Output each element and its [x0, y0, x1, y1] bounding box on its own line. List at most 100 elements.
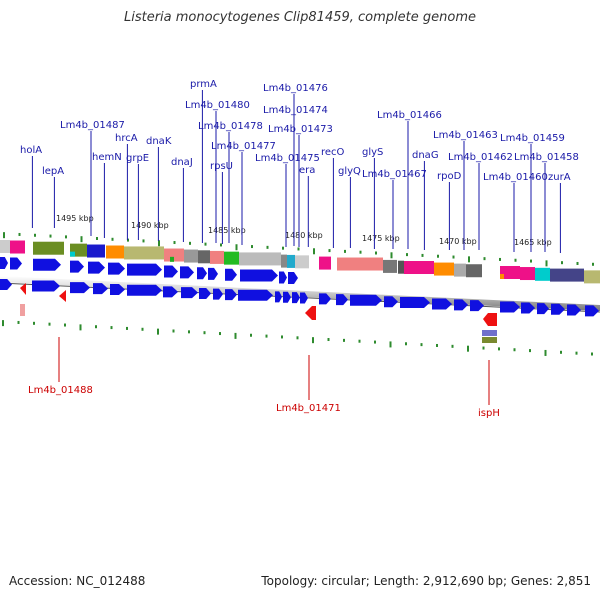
tick-mark: [452, 255, 455, 259]
tick-mark: [576, 261, 579, 265]
tick-mark: [33, 321, 35, 325]
feature-stripe: [170, 256, 174, 262]
tick-mark: [96, 236, 98, 240]
feature-block: [164, 248, 184, 262]
tick-mark: [468, 256, 470, 263]
gene-arrow: [454, 299, 468, 311]
gene-label-lm4b-01476: Lm4b_01476: [263, 83, 328, 94]
tick-mark: [499, 257, 501, 261]
feature-block: [584, 270, 600, 284]
feature-block: [184, 249, 198, 263]
gene-label-lm4b-01487: Lm4b_01487: [60, 120, 125, 131]
feature-block: [198, 250, 210, 264]
gene-label-lm4b-01474: Lm4b_01474: [263, 105, 328, 116]
gene-arrow: [292, 292, 300, 304]
feature-block: [287, 254, 295, 268]
rna-marker-4: [483, 313, 497, 326]
gene-label-lm4b-01458: Lm4b_01458: [514, 152, 579, 163]
tick-mark: [344, 249, 346, 253]
tick-mark: [313, 248, 315, 255]
gene-label-lm4b-01459: Lm4b_01459: [500, 133, 565, 144]
gene-arrow: [537, 303, 549, 315]
gene-label-hrca: hrcA: [115, 133, 138, 144]
tick-mark: [437, 254, 439, 258]
gene-label-rpod: rpoD: [437, 171, 462, 182]
gene-label-glys: glyS: [362, 147, 383, 158]
rna-marker-3: [305, 306, 316, 320]
gene-label-lm4b-01471: Lm4b_01471: [276, 403, 341, 414]
gene-label-lm4b-01480: Lm4b_01480: [185, 100, 250, 111]
feature-block: [239, 252, 281, 266]
feature-block: [398, 260, 404, 274]
feature-block: [337, 257, 383, 271]
tick-mark: [421, 253, 424, 257]
feature-block: [319, 256, 331, 270]
feature-block: [0, 240, 10, 253]
gene-label-dnaj: dnaJ: [171, 157, 193, 168]
tick-mark: [561, 261, 563, 265]
tick-mark: [420, 343, 423, 347]
tick-mark: [296, 336, 299, 340]
gene-arrow: [279, 271, 287, 284]
feature-stripe: [500, 274, 504, 279]
gene-arrow: [88, 261, 105, 274]
feature-block: [550, 268, 584, 282]
gene-arrow: [70, 260, 84, 273]
feature-block: [466, 264, 482, 278]
tick-mark: [142, 239, 145, 243]
tick-mark: [65, 235, 67, 239]
tick-mark: [343, 338, 345, 342]
scale-label-1465: 1465 kbp: [514, 238, 552, 247]
tick-mark: [405, 342, 407, 346]
accession-text: Accession: NC_012488: [9, 574, 146, 588]
gene-label-lm4b-01466: Lm4b_01466: [377, 110, 442, 121]
gene-arrow: [208, 267, 218, 280]
gene-arrow: [0, 257, 8, 269]
tick-mark: [514, 258, 517, 262]
gene-arrow: [319, 293, 331, 305]
scale-label-1495: 1495 kbp: [56, 214, 94, 223]
gene-arrow: [0, 279, 12, 290]
gene-arrow: [283, 291, 291, 303]
feature-block: [434, 262, 454, 276]
tick-mark: [328, 249, 331, 253]
gene-arrow: [275, 291, 282, 303]
gene-label-lepa: lepA: [42, 166, 64, 177]
feature-block: [383, 259, 397, 273]
tick-mark: [406, 253, 408, 257]
tick-mark: [251, 245, 253, 249]
tick-mark: [282, 246, 284, 250]
feature-block: [224, 251, 239, 265]
feature-block: [87, 244, 105, 258]
tick-mark: [220, 243, 222, 247]
rna-marker-2: [59, 290, 66, 302]
feature-block: [281, 254, 287, 268]
feature-stripe: [70, 251, 75, 257]
tick-mark: [467, 345, 469, 352]
tick-mark: [234, 332, 237, 339]
gene-arrow: [336, 294, 348, 306]
gene-arrow: [384, 296, 398, 308]
tick-mark: [204, 242, 207, 246]
tick-mark: [327, 338, 330, 342]
gene-arrow: [10, 257, 22, 270]
tick-mark: [358, 339, 361, 343]
gene-arrow: [32, 280, 60, 292]
tick-row-bottom: [2, 320, 593, 356]
feature-track: [0, 240, 600, 284]
gene-label-grpe: grpE: [126, 153, 149, 164]
gene-arrow: [163, 286, 178, 298]
scale-label-1475: 1475 kbp: [362, 234, 400, 243]
gene-arrow: [432, 298, 452, 310]
tick-mark: [3, 232, 5, 239]
feature-block: [106, 245, 124, 259]
scale-label-1470: 1470 kbp: [439, 237, 477, 246]
tick-mark: [158, 240, 160, 247]
gene-label-lm4b-01467: Lm4b_01467: [362, 169, 427, 180]
gene-label-lm4b-01478: Lm4b_01478: [198, 121, 263, 132]
tick-mark: [80, 236, 83, 243]
gene-arrow: [470, 300, 484, 312]
tick-mark: [575, 351, 578, 355]
rna-marker-5: [20, 304, 25, 316]
tick-mark: [297, 247, 300, 251]
